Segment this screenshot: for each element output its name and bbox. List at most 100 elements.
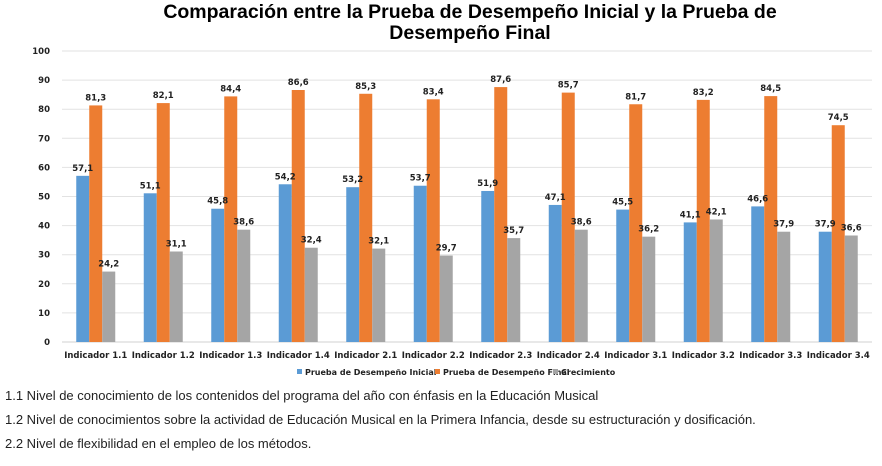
x-tick-label: Indicador 3.3 — [739, 351, 802, 361]
bar-inicial — [278, 184, 292, 342]
data-label: 38,6 — [571, 218, 592, 228]
x-tick-label: Indicador 1.2 — [132, 351, 195, 361]
bar-crecimiento — [304, 247, 318, 342]
x-tick-label: Indicador 3.1 — [604, 351, 667, 361]
bar-final — [629, 104, 643, 343]
data-label: 37,9 — [773, 220, 794, 230]
data-labels: 57,1 81,3 24,2 51,1 82,1 31,1 45,8 84,4 38,6 54,2… — [72, 75, 862, 269]
data-label: 84,5 — [760, 84, 781, 94]
x-tick-label: Indicador 1.1 — [64, 351, 127, 361]
bar-inicial — [346, 187, 360, 342]
bar-inicial — [616, 209, 630, 342]
legend-label: Prueba de Desempeño Inicial — [305, 368, 437, 377]
bar-inicial — [548, 204, 562, 342]
data-label: 47,1 — [545, 193, 566, 203]
data-label: 46,6 — [747, 194, 768, 204]
data-label: 45,5 — [612, 198, 633, 208]
bar-final — [291, 89, 305, 342]
data-label: 85,7 — [558, 81, 579, 91]
x-axis-labels: Indicador 1.1 Indicador 1.2 Indicador 1.3 I… — [64, 351, 870, 361]
bar-crecimiento — [574, 229, 588, 342]
data-label: 53,2 — [342, 175, 363, 185]
bar-chart: 0 10 20 30 40 50 60 70 80 90 100 57,1 81,3 24,2 51,1 8… — [32, 47, 872, 377]
bar-inicial — [76, 175, 90, 342]
data-label: 87,6 — [490, 75, 511, 85]
bar-final — [561, 92, 575, 342]
legend-item: Crecimiento — [553, 368, 616, 377]
data-label: 42,1 — [706, 207, 727, 217]
data-label: 51,1 — [140, 181, 161, 191]
data-label: 86,6 — [288, 78, 309, 88]
x-tick-label: Indicador 1.4 — [267, 351, 330, 361]
bar-final — [764, 96, 778, 342]
bar-final — [156, 103, 170, 343]
bar-inicial — [683, 222, 697, 342]
bar-crecimiento — [439, 255, 453, 342]
x-tick-label: Indicador 2.4 — [537, 351, 600, 361]
x-tick-label: Indicador 1.3 — [199, 351, 262, 361]
bar-inicial — [751, 206, 765, 342]
data-label: 53,7 — [410, 174, 431, 184]
note-2-2: 2.2 Nivel de flexibilidad en el empleo d… — [5, 436, 312, 451]
data-label: 37,9 — [815, 220, 836, 230]
bar-crecimiento — [237, 229, 251, 342]
y-tick-label: 10 — [38, 309, 50, 319]
data-label: 36,2 — [638, 225, 659, 235]
legend-label: Prueba de Desempeño Final — [443, 368, 570, 377]
y-tick-label: 0 — [44, 338, 50, 348]
x-tick-label: Indicador 3.2 — [672, 351, 735, 361]
data-label: 24,2 — [98, 260, 119, 270]
bar-final — [831, 125, 845, 342]
bar-inicial — [481, 190, 495, 342]
bar-crecimiento — [507, 238, 521, 342]
x-tick-label: Indicador 2.2 — [402, 351, 465, 361]
legend-label: Crecimiento — [561, 368, 616, 377]
data-label: 81,7 — [625, 92, 646, 102]
y-tick-label: 90 — [38, 76, 50, 86]
bar-final — [696, 99, 710, 342]
data-label: 82,1 — [153, 91, 174, 101]
bar-final — [494, 87, 508, 342]
bar-crecimiento — [102, 271, 116, 342]
bar-crecimiento — [169, 251, 183, 342]
y-tick-label: 100 — [32, 47, 50, 57]
bar-crecimiento — [372, 248, 386, 342]
bar-crecimiento — [709, 219, 723, 342]
note-1-2: 1.2 Nivel de conocimientos sobre la acti… — [5, 412, 756, 427]
chart-title: Comparación entre la Prueba de Desempeño… — [163, 1, 777, 44]
bar-final — [224, 96, 238, 342]
data-label: 57,1 — [72, 164, 93, 174]
y-tick-label: 20 — [38, 280, 50, 290]
y-tick-label: 70 — [38, 134, 50, 144]
bar-final — [359, 93, 373, 342]
legend: Prueba de Desempeño Inicial Prueba de Des… — [297, 368, 616, 377]
bar-crecimiento — [777, 231, 791, 342]
data-label: 35,7 — [503, 226, 524, 236]
bar-crecimiento — [642, 236, 656, 342]
data-label: 38,6 — [233, 218, 254, 228]
y-tick-label: 30 — [38, 251, 50, 261]
bar-inicial — [211, 208, 225, 342]
legend-item: Prueba de Desempeño Final — [435, 368, 570, 377]
legend-item: Prueba de Desempeño Inicial — [297, 368, 437, 377]
bar-final — [426, 99, 440, 342]
data-label: 32,1 — [368, 237, 389, 247]
data-label: 45,8 — [207, 197, 228, 207]
y-tick-label: 50 — [38, 193, 50, 203]
data-label: 84,4 — [220, 84, 241, 94]
bar-inicial — [818, 231, 832, 342]
data-label: 54,2 — [275, 172, 296, 182]
data-label: 74,5 — [828, 113, 849, 123]
data-label: 36,6 — [841, 223, 862, 233]
data-label: 81,3 — [85, 93, 106, 103]
data-label: 85,3 — [355, 82, 376, 92]
bar-inicial — [413, 185, 427, 342]
data-label: 83,4 — [423, 87, 444, 97]
bar-inicial — [143, 193, 157, 342]
legend-swatch — [553, 369, 558, 374]
x-tick-label: Indicador 2.3 — [469, 351, 532, 361]
x-tick-label: Indicador 2.1 — [334, 351, 397, 361]
legend-swatch — [435, 369, 440, 374]
bar-final — [89, 105, 103, 343]
data-label: 32,4 — [301, 236, 322, 246]
